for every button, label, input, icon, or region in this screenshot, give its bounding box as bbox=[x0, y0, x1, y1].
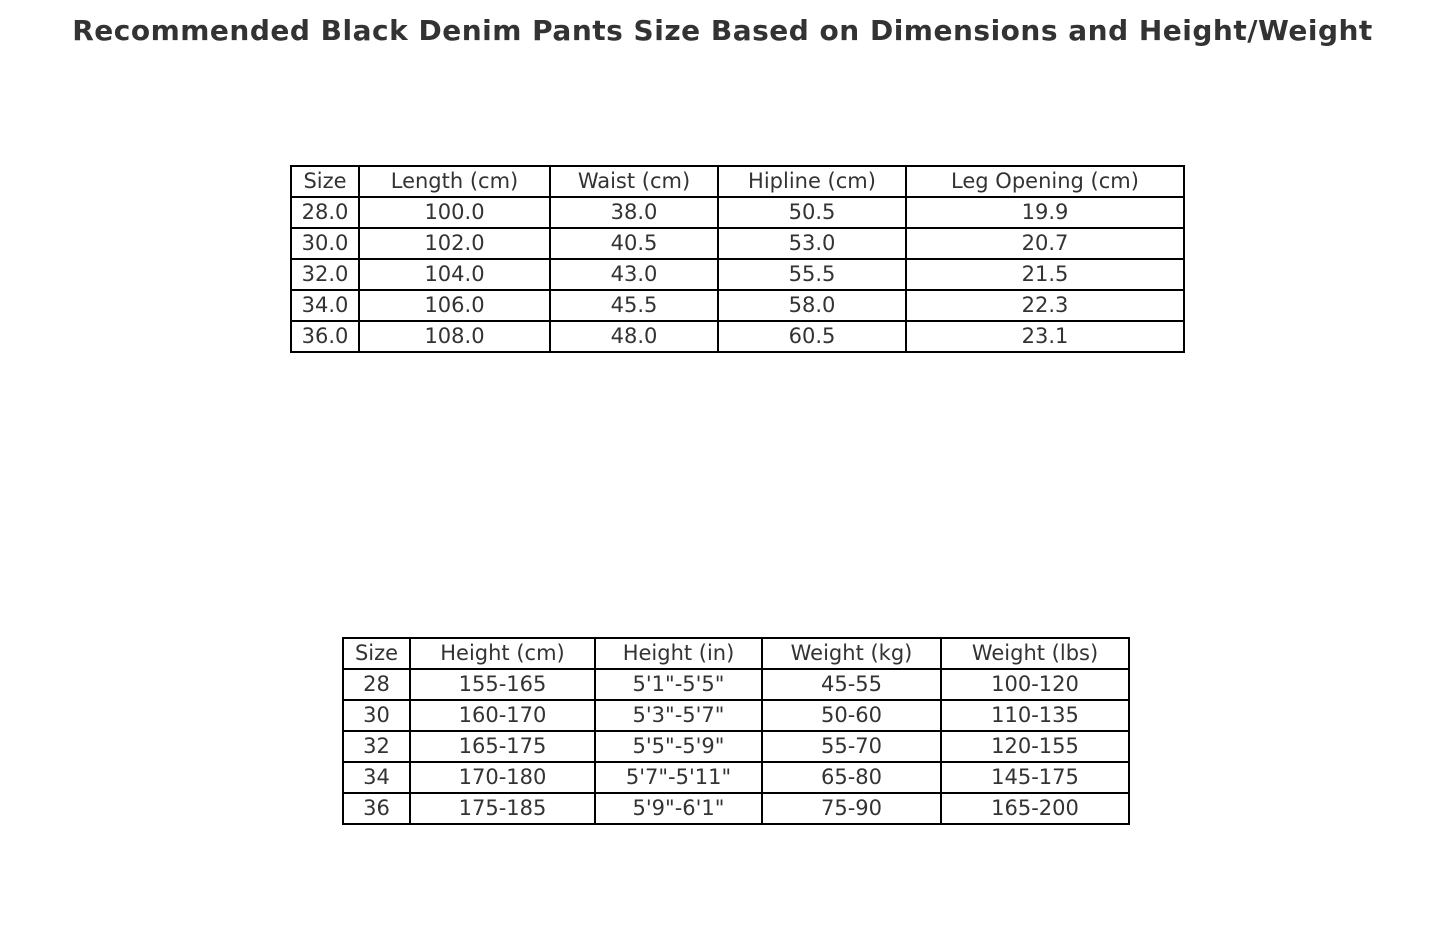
column-header: Waist (cm) bbox=[549, 165, 719, 198]
column-header: Height (cm) bbox=[409, 637, 596, 670]
column-header: Height (in) bbox=[594, 637, 763, 670]
table-cell: 19.9 bbox=[905, 196, 1185, 229]
table-row: 30 160-170 5'3"-5'7" 50-60 110-135 bbox=[342, 699, 1130, 732]
table-cell: 108.0 bbox=[358, 320, 551, 353]
table-cell: 23.1 bbox=[905, 320, 1185, 353]
table-cell: 65-80 bbox=[761, 761, 942, 794]
column-header: Size bbox=[290, 165, 360, 198]
table-cell: 110-135 bbox=[940, 699, 1130, 732]
table-cell: 48.0 bbox=[549, 320, 719, 353]
table-cell: 175-185 bbox=[409, 792, 596, 825]
table-cell: 5'3"-5'7" bbox=[594, 699, 763, 732]
column-header: Length (cm) bbox=[358, 165, 551, 198]
table-cell: 155-165 bbox=[409, 668, 596, 701]
table-cell: 120-155 bbox=[940, 730, 1130, 763]
table-cell: 22.3 bbox=[905, 289, 1185, 322]
table-cell: 34 bbox=[342, 761, 411, 794]
table-row: 28.0 100.0 38.0 50.5 19.9 bbox=[290, 196, 1185, 229]
table-cell: 100.0 bbox=[358, 196, 551, 229]
size-height-weight-table: Size Height (cm) Height (in) Weight (kg) Wei… bbox=[342, 637, 1130, 825]
table-cell: 55.5 bbox=[717, 258, 907, 291]
table-cell: 32.0 bbox=[290, 258, 360, 291]
table-cell: 5'1"-5'5" bbox=[594, 668, 763, 701]
figure-title: Recommended Black Denim Pants Size Based… bbox=[72, 14, 1373, 47]
table-cell: 36.0 bbox=[290, 320, 360, 353]
table-cell: 75-90 bbox=[761, 792, 942, 825]
table-row: 34 170-180 5'7"-5'11" 65-80 145-175 bbox=[342, 761, 1130, 794]
table-cell: 43.0 bbox=[549, 258, 719, 291]
table-cell: 60.5 bbox=[717, 320, 907, 353]
table-header-row: Size Height (cm) Height (in) Weight (kg) Wei… bbox=[342, 637, 1130, 670]
table-cell: 104.0 bbox=[358, 258, 551, 291]
column-header: Leg Opening (cm) bbox=[905, 165, 1185, 198]
table-cell: 38.0 bbox=[549, 196, 719, 229]
table-cell: 36 bbox=[342, 792, 411, 825]
table-cell: 5'9"-6'1" bbox=[594, 792, 763, 825]
table-cell: 53.0 bbox=[717, 227, 907, 260]
table-cell: 55-70 bbox=[761, 730, 942, 763]
column-header: Weight (kg) bbox=[761, 637, 942, 670]
table-cell: 34.0 bbox=[290, 289, 360, 322]
table-cell: 58.0 bbox=[717, 289, 907, 322]
table-cell: 100-120 bbox=[940, 668, 1130, 701]
table-cell: 165-200 bbox=[940, 792, 1130, 825]
table-row: 36.0 108.0 48.0 60.5 23.1 bbox=[290, 320, 1185, 353]
table-cell: 45-55 bbox=[761, 668, 942, 701]
table-cell: 102.0 bbox=[358, 227, 551, 260]
table-cell: 32 bbox=[342, 730, 411, 763]
table-cell: 20.7 bbox=[905, 227, 1185, 260]
table-cell: 106.0 bbox=[358, 289, 551, 322]
table-row: 32 165-175 5'5"-5'9" 55-70 120-155 bbox=[342, 730, 1130, 763]
table-row: 28 155-165 5'1"-5'5" 45-55 100-120 bbox=[342, 668, 1130, 701]
table-row: 34.0 106.0 45.5 58.0 22.3 bbox=[290, 289, 1185, 322]
table-cell: 145-175 bbox=[940, 761, 1130, 794]
table-cell: 170-180 bbox=[409, 761, 596, 794]
table-cell: 45.5 bbox=[549, 289, 719, 322]
table-row: 32.0 104.0 43.0 55.5 21.5 bbox=[290, 258, 1185, 291]
table-cell: 165-175 bbox=[409, 730, 596, 763]
table-cell: 160-170 bbox=[409, 699, 596, 732]
column-header: Hipline (cm) bbox=[717, 165, 907, 198]
table-row: 36 175-185 5'9"-6'1" 75-90 165-200 bbox=[342, 792, 1130, 825]
table-cell: 30.0 bbox=[290, 227, 360, 260]
table-row: 30.0 102.0 40.5 53.0 20.7 bbox=[290, 227, 1185, 260]
table-cell: 5'5"-5'9" bbox=[594, 730, 763, 763]
table-cell: 21.5 bbox=[905, 258, 1185, 291]
table-cell: 30 bbox=[342, 699, 411, 732]
table-cell: 28 bbox=[342, 668, 411, 701]
table-cell: 28.0 bbox=[290, 196, 360, 229]
table-cell: 50-60 bbox=[761, 699, 942, 732]
table-cell: 50.5 bbox=[717, 196, 907, 229]
table-cell: 40.5 bbox=[549, 227, 719, 260]
column-header: Size bbox=[342, 637, 411, 670]
size-dimensions-table: Size Length (cm) Waist (cm) Hipline (cm) Leg… bbox=[290, 165, 1185, 353]
column-header: Weight (lbs) bbox=[940, 637, 1130, 670]
table-cell: 5'7"-5'11" bbox=[594, 761, 763, 794]
table-header-row: Size Length (cm) Waist (cm) Hipline (cm) Leg… bbox=[290, 165, 1185, 198]
